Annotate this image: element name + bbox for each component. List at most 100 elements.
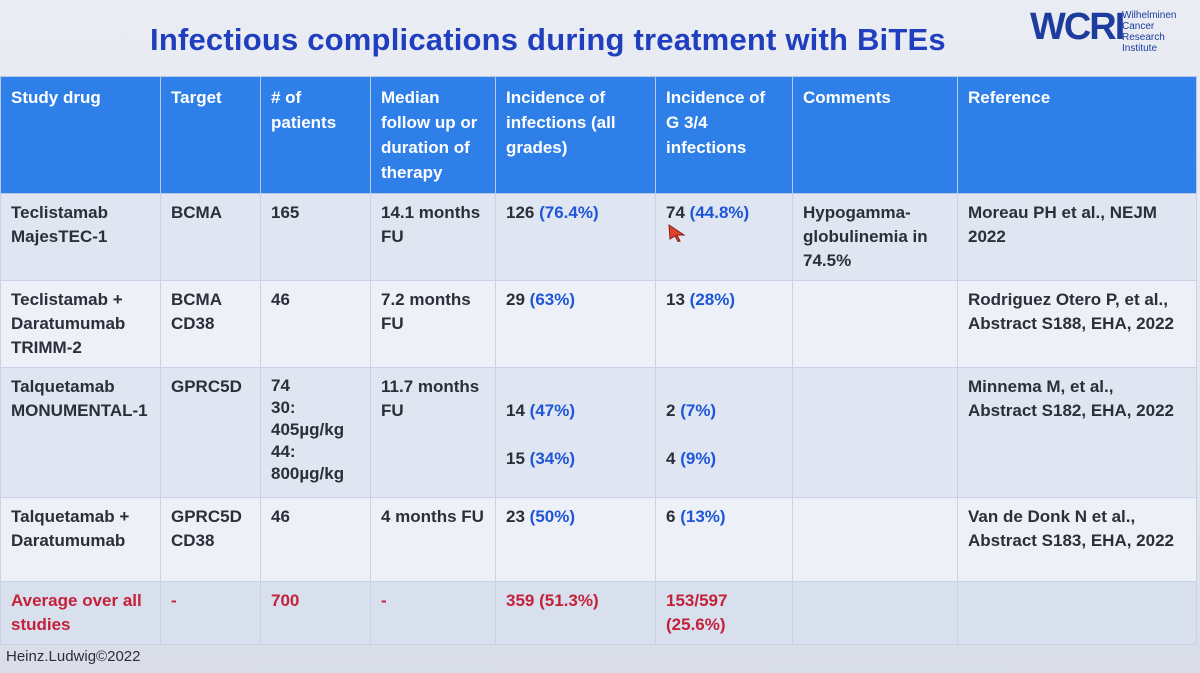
cell-patients: 46 xyxy=(260,497,371,582)
cell-followup: 7.2 months FU xyxy=(370,280,496,368)
cell-study-drug: Talquetamab + Daratumumab xyxy=(0,497,161,582)
header-comments: Comments xyxy=(792,76,958,194)
patients-line: 44: xyxy=(271,442,296,461)
cell-g34: 6 (13%) xyxy=(655,497,793,582)
drug-line: Teclistamab + xyxy=(11,290,123,309)
wcri-logo: WCRI Wilhelminen Cancer Research Institu… xyxy=(1030,6,1195,54)
drug-line: TRIMM-2 xyxy=(11,338,82,357)
bites-infection-table: Study drug Target # of patients Median f… xyxy=(0,76,1197,645)
cell-reference: Van de Donk N et al., Abstract S183, EHA… xyxy=(957,497,1197,582)
header-all-grades: Incidence of infections (all grades) xyxy=(495,76,656,194)
count-value: 6 xyxy=(666,507,676,526)
bites-infection-table-container: Study drug Target # of patients Median f… xyxy=(0,76,1197,645)
table-row: Teclistamab MajesTEC-1 BCMA 165 14.1 mon… xyxy=(0,193,1197,281)
count-value: 4 xyxy=(666,449,676,468)
drug-line: MONUMENTAL-1 xyxy=(11,401,148,420)
cell-average-all-grades: 359 (51.3%) xyxy=(495,581,656,645)
cell-target: GPRC5D CD38 xyxy=(160,497,261,582)
cell-all-grades: 23 (50%) xyxy=(495,497,656,582)
cell-reference: Minnema M, et al., Abstract S182, EHA, 2… xyxy=(957,367,1197,498)
drug-line: Daratumumab xyxy=(11,531,126,550)
cell-average-g34: 153/597 (25.6%) xyxy=(655,581,793,645)
count-value: 15 xyxy=(506,449,525,468)
cell-patients: 165 xyxy=(260,193,371,281)
header-g34: Incidence of G 3/4 infections xyxy=(655,76,793,194)
cell-all-grades: 29 (63%) xyxy=(495,280,656,368)
patients-line: 46 xyxy=(271,290,290,309)
reference-line: Moreau PH et al., NEJM xyxy=(968,203,1157,222)
cell-average-target: - xyxy=(160,581,261,645)
table-header-row: Study drug Target # of patients Median f… xyxy=(0,76,1197,194)
patients-line: 46 xyxy=(271,507,290,526)
count-value: 2 xyxy=(666,401,676,420)
cell-study-drug: Teclistamab MajesTEC-1 xyxy=(0,193,161,281)
drug-line: Talquetamab xyxy=(11,377,115,396)
cell-average-patients: 700 xyxy=(260,581,371,645)
cell-all-grades: 14 (47%) 15 (34%) xyxy=(495,367,656,498)
target-line: CD38 xyxy=(171,314,215,333)
header-target: Target xyxy=(160,76,261,194)
header-reference: Reference xyxy=(957,76,1197,194)
percent-value: (9%) xyxy=(680,449,717,468)
table-row: Talquetamab MONUMENTAL-1 GPRC5D 74 30: 4… xyxy=(0,367,1197,498)
cell-followup: 11.7 months FU xyxy=(370,367,496,498)
cell-reference: Moreau PH et al., NEJM 2022 xyxy=(957,193,1197,281)
followup-line: 4 months FU xyxy=(381,507,484,526)
cell-study-drug: Teclistamab + Daratumumab TRIMM-2 xyxy=(0,280,161,368)
cell-target: GPRC5D xyxy=(160,367,261,498)
followup-line: 11.7 months xyxy=(381,377,480,396)
logo-subtitle-line: Institute xyxy=(1122,43,1158,54)
count-value: 23 xyxy=(506,507,525,526)
logo-subtitle-line: Cancer Research xyxy=(1122,21,1165,43)
count-value: 13 xyxy=(666,290,685,309)
target-line: CD38 xyxy=(171,531,215,550)
percent-value: (47%) xyxy=(529,401,576,420)
percent-value: (76.4%) xyxy=(539,203,599,222)
percent-value: (7%) xyxy=(680,401,717,420)
slide-title: Infectious complications during treatmen… xyxy=(150,22,946,57)
patients-line: 165 xyxy=(271,203,300,222)
count-value: 14 xyxy=(506,401,525,420)
header-followup: Median follow up or duration of therapy xyxy=(370,76,496,194)
followup-line: FU xyxy=(381,314,404,333)
target-line: GPRC5D xyxy=(171,377,242,396)
followup-line: FU xyxy=(381,227,404,246)
header-patients: # of patients xyxy=(260,76,371,194)
g34-cohort-2: 4 (9%) xyxy=(666,447,782,471)
cell-all-grades: 126 (76.4%) xyxy=(495,193,656,281)
patients-line: 405µg/kg xyxy=(271,420,345,439)
cell-target: BCMA xyxy=(160,193,261,281)
cell-average-label: Average over all studies xyxy=(0,581,161,645)
patients-line: 74 xyxy=(271,376,290,395)
cell-patients: 46 xyxy=(260,280,371,368)
header-study-drug: Study drug xyxy=(0,76,161,194)
cell-comments xyxy=(792,367,958,498)
cell-followup: 4 months FU xyxy=(370,497,496,582)
reference-line: Abstract S182, EHA, 2022 xyxy=(968,401,1174,420)
cell-followup: 14.1 months FU xyxy=(370,193,496,281)
followup-line: 14.1 months xyxy=(381,203,481,222)
patients-line: 800µg/kg xyxy=(271,464,345,483)
reference-line: Abstract S188, EHA, 2022 xyxy=(968,314,1174,333)
reference-line: Minnema M, et al., xyxy=(968,377,1114,396)
drug-line: Daratumumab xyxy=(11,314,126,333)
cell-comments xyxy=(792,280,958,368)
cell-average-comments xyxy=(792,581,958,645)
percent-value: (13%) xyxy=(680,507,726,526)
followup-line: FU xyxy=(381,401,404,420)
cell-average-reference xyxy=(957,581,1197,645)
reference-line: 2022 xyxy=(968,227,1006,246)
reference-line: Rodriguez Otero P, et al., xyxy=(968,290,1168,309)
drug-line: Talquetamab + xyxy=(11,507,130,526)
drug-line: Teclistamab xyxy=(11,203,109,222)
drug-line: MajesTEC-1 xyxy=(11,227,108,246)
percent-value: (34%) xyxy=(529,449,576,468)
target-line: BCMA xyxy=(171,203,222,222)
percent-value: (63%) xyxy=(529,290,576,309)
cell-average-followup: - xyxy=(370,581,496,645)
g34-cohort-1: 2 (7%) xyxy=(666,399,782,423)
logo-mark: WCRI xyxy=(1030,6,1125,48)
followup-line: 7.2 months xyxy=(381,290,471,309)
all-grades-cohort-1: 14 (47%) xyxy=(506,399,645,423)
cell-g34: 2 (7%) 4 (9%) xyxy=(655,367,793,498)
